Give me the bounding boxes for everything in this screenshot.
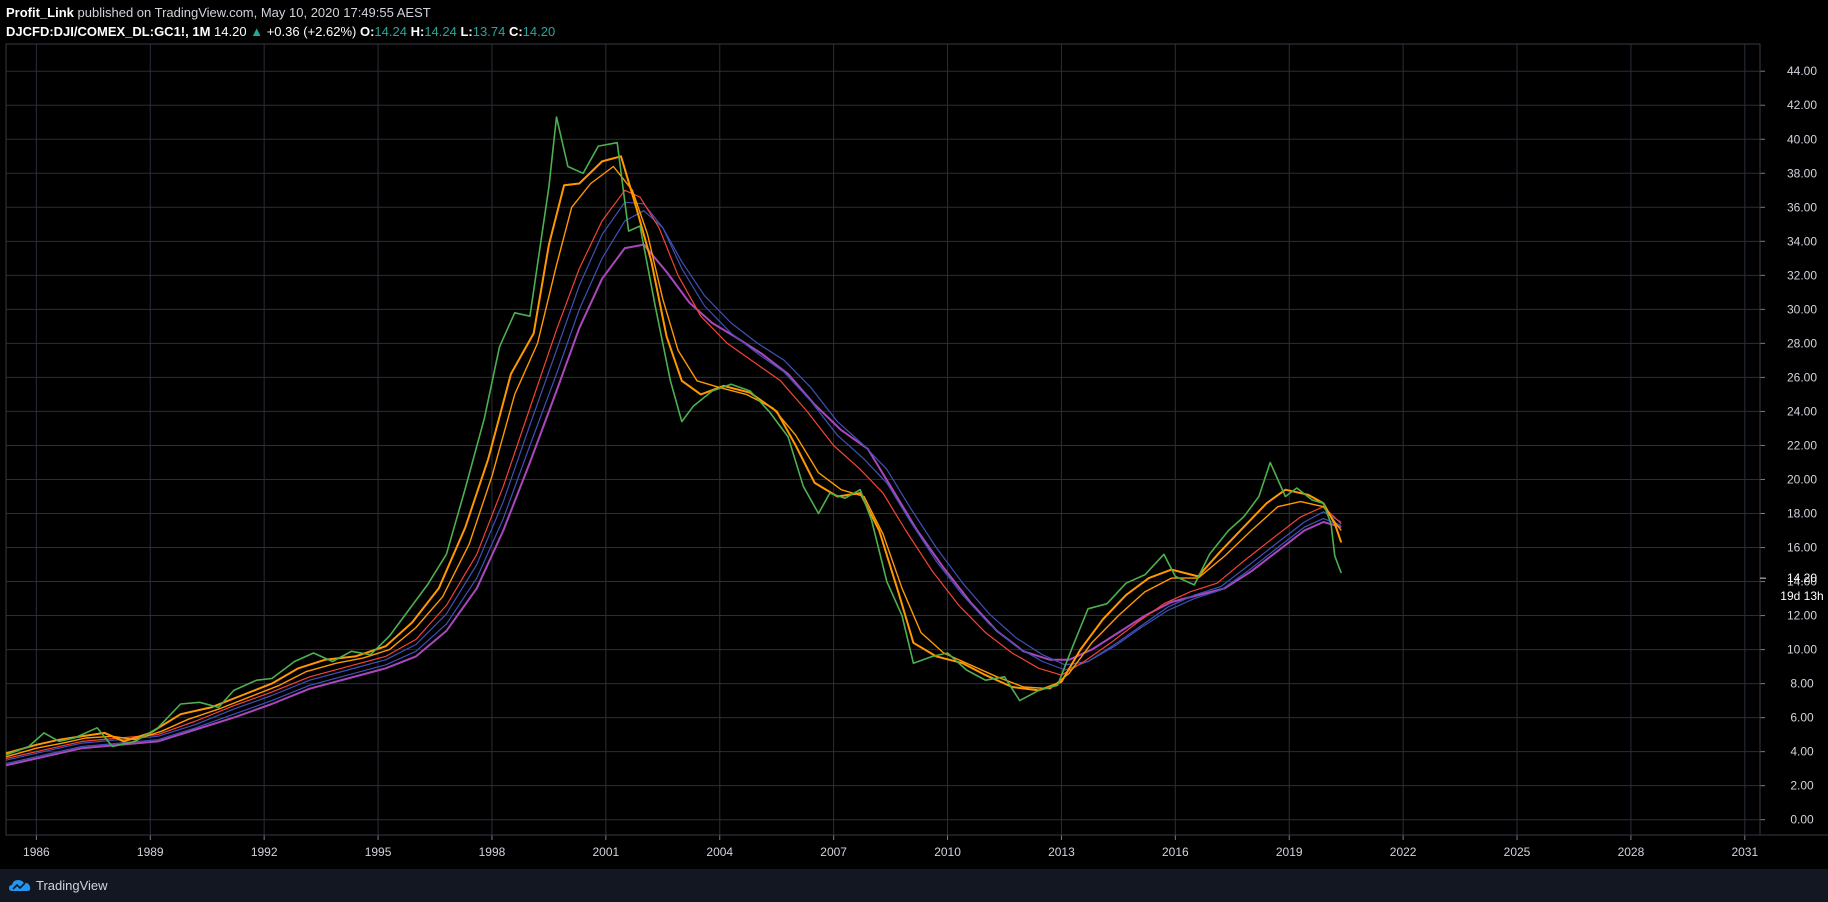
published-text: published on TradingView.com, May 10, 20… xyxy=(77,5,431,20)
y-tick-label: 36.00 xyxy=(1787,200,1817,214)
price-line xyxy=(5,116,1342,756)
symbol-legend: DJCFD:DJI/COMEX_DL:GC1!, 1M 14.20 ▲ +0.3… xyxy=(6,22,555,41)
y-tick-label: 8.00 xyxy=(1790,677,1814,691)
y-tick-label: 10.00 xyxy=(1787,643,1817,657)
open-value: 14.24 xyxy=(374,24,407,39)
y-tick-label: 18.00 xyxy=(1787,506,1817,520)
x-tick-label: 2007 xyxy=(820,845,847,859)
ema-fast-1 xyxy=(5,155,1343,755)
y-tick-label: 0.00 xyxy=(1790,813,1814,827)
high-value: 14.24 xyxy=(424,24,457,39)
ema-fast-2 xyxy=(5,165,1342,758)
brand-label: TradingView xyxy=(36,877,108,893)
x-tick-label: 2028 xyxy=(1618,845,1645,859)
x-tick-label: 2022 xyxy=(1390,845,1417,859)
y-tick-label: 30.00 xyxy=(1787,302,1817,316)
x-tick-label: 2031 xyxy=(1731,845,1758,859)
y-tick-label: 14.00 xyxy=(1787,575,1817,589)
ema-slow-blue-1 xyxy=(5,201,1342,761)
x-tick-label: 2010 xyxy=(934,845,961,859)
axes: 0.00 2.00 4.00 6.00 8.00 10.00 12.00 14.00 16.00… xyxy=(6,44,1828,859)
y-tick-label: 38.00 xyxy=(1787,166,1817,180)
x-tick-label: 1998 xyxy=(479,845,506,859)
y-tick-label: 44.00 xyxy=(1787,64,1817,78)
x-tick-label: 1992 xyxy=(251,845,278,859)
high-label: H: xyxy=(410,24,425,39)
y-tick-label: 32.00 xyxy=(1787,268,1817,282)
x-tick-label: 2025 xyxy=(1504,845,1531,859)
tradingview-logo-icon xyxy=(9,880,31,891)
x-tick-label: 2016 xyxy=(1162,845,1189,859)
close-value: 14.20 xyxy=(522,24,556,39)
open-label: O: xyxy=(359,24,375,39)
last-price: 14.20 xyxy=(214,24,247,39)
footer-bar: TradingView xyxy=(0,869,1828,902)
x-tick-label: 2004 xyxy=(706,845,733,859)
price-change: +0.36 (+2.62%) xyxy=(266,24,357,39)
ema-slowest xyxy=(5,243,1342,767)
y-tick-label: 40.00 xyxy=(1787,132,1817,146)
grid xyxy=(5,43,1761,836)
x-tick-label: 1989 xyxy=(137,845,164,859)
x-tick-label: 1995 xyxy=(365,845,392,859)
y-tick-label: 4.00 xyxy=(1790,745,1814,759)
ema-slow-blue-2 xyxy=(5,210,1342,765)
series-lines xyxy=(5,116,1343,767)
author-name[interactable]: Profit_Link xyxy=(6,5,74,20)
x-tick-label: 2019 xyxy=(1276,845,1303,859)
y-tick-label: 20.00 xyxy=(1787,472,1817,486)
y-tick-label: 2.00 xyxy=(1790,779,1814,793)
ema-slow-red xyxy=(5,189,1342,760)
price-chart[interactable]: 0.00 2.00 4.00 6.00 8.00 10.00 12.00 14.00 16.00… xyxy=(0,0,1828,869)
x-tick-label: 2001 xyxy=(593,845,620,859)
y-tick-label: 24.00 xyxy=(1787,404,1817,418)
tradingview-brand[interactable]: TradingView xyxy=(8,877,108,893)
y-tick-label: 12.00 xyxy=(1787,609,1817,623)
x-tick-label: 1986 xyxy=(23,845,50,859)
publish-info: Profit_Link published on TradingView.com… xyxy=(6,3,555,22)
last-price-label: 14.20 xyxy=(1787,571,1817,585)
y-tick-label: 26.00 xyxy=(1787,370,1817,384)
chart-header: Profit_Link published on TradingView.com… xyxy=(6,3,555,41)
y-tick-label: 28.00 xyxy=(1787,336,1817,350)
y-tick-label: 6.00 xyxy=(1790,711,1814,725)
bar-countdown-label: 19d 13h xyxy=(1780,589,1823,603)
y-tick-label: 42.00 xyxy=(1787,98,1817,112)
y-tick-label: 22.00 xyxy=(1787,438,1817,452)
up-arrow-icon: ▲ xyxy=(250,24,264,39)
low-label: L: xyxy=(460,24,473,39)
symbol-name[interactable]: DJCFD:DJI/COMEX_DL:GC1!, 1M xyxy=(6,24,211,39)
x-tick-label: 2013 xyxy=(1048,845,1075,859)
y-tick-label: 16.00 xyxy=(1787,541,1817,555)
low-value: 13.74 xyxy=(472,24,506,39)
y-tick-label: 34.00 xyxy=(1787,234,1817,248)
plot-frame xyxy=(5,43,1761,836)
close-label: C: xyxy=(508,24,523,39)
